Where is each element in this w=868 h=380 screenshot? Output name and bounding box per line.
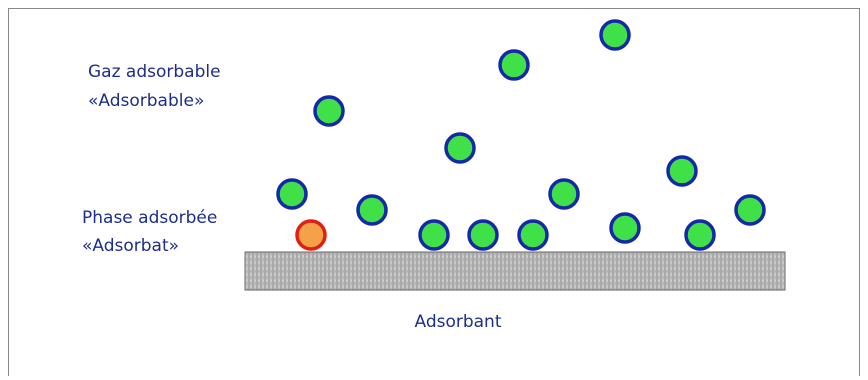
gas-molecule xyxy=(446,134,474,162)
gas-molecule xyxy=(469,221,497,249)
adsorbent-surface xyxy=(245,252,785,290)
gas-molecule xyxy=(315,97,343,125)
adsorbed-molecule xyxy=(297,221,325,249)
gas-molecule xyxy=(278,180,306,208)
page: Gaz adsorbable «Adsorbable» Phase adsorb… xyxy=(0,0,868,376)
gas-molecule xyxy=(358,196,386,224)
gas-molecule xyxy=(668,157,696,185)
gas-title: Gaz adsorbable xyxy=(88,62,221,82)
surface-label: Adsorbant xyxy=(414,312,501,332)
gas-molecule xyxy=(686,221,714,249)
gas-molecule xyxy=(611,214,639,242)
gas-molecule xyxy=(519,221,547,249)
gas-molecule xyxy=(420,221,448,249)
molecules xyxy=(278,21,764,249)
gas-molecule xyxy=(601,21,629,49)
phase-subtitle: «Adsorbat» xyxy=(82,236,179,256)
diagram: Gaz adsorbable «Adsorbable» Phase adsorb… xyxy=(0,0,868,376)
phase-title: Phase adsorbée xyxy=(82,208,217,228)
gas-molecule xyxy=(736,196,764,224)
gas-molecule xyxy=(550,180,578,208)
gas-molecule xyxy=(500,51,528,79)
gas-subtitle: «Adsorbable» xyxy=(88,91,204,111)
